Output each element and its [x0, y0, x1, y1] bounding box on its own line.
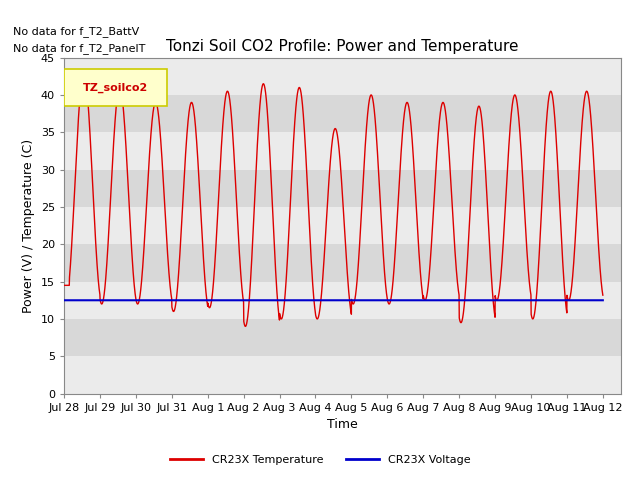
Bar [64, 169, 621, 207]
Text: TZ_soilco2: TZ_soilco2 [83, 83, 148, 93]
X-axis label: Time: Time [327, 418, 358, 431]
Bar [64, 244, 621, 282]
Bar [64, 319, 621, 356]
Y-axis label: Power (V) / Temperature (C): Power (V) / Temperature (C) [22, 139, 35, 312]
Bar [64, 58, 621, 95]
Bar [64, 207, 621, 244]
Bar [64, 132, 621, 169]
Bar [64, 95, 621, 132]
FancyBboxPatch shape [64, 70, 167, 107]
Text: No data for f_T2_PanelT: No data for f_T2_PanelT [13, 43, 145, 54]
Title: Tonzi Soil CO2 Profile: Power and Temperature: Tonzi Soil CO2 Profile: Power and Temper… [166, 39, 518, 54]
Bar [64, 282, 621, 319]
Bar [64, 356, 621, 394]
Text: No data for f_T2_BattV: No data for f_T2_BattV [13, 26, 139, 37]
Legend: CR23X Temperature, CR23X Voltage: CR23X Temperature, CR23X Voltage [165, 451, 475, 469]
